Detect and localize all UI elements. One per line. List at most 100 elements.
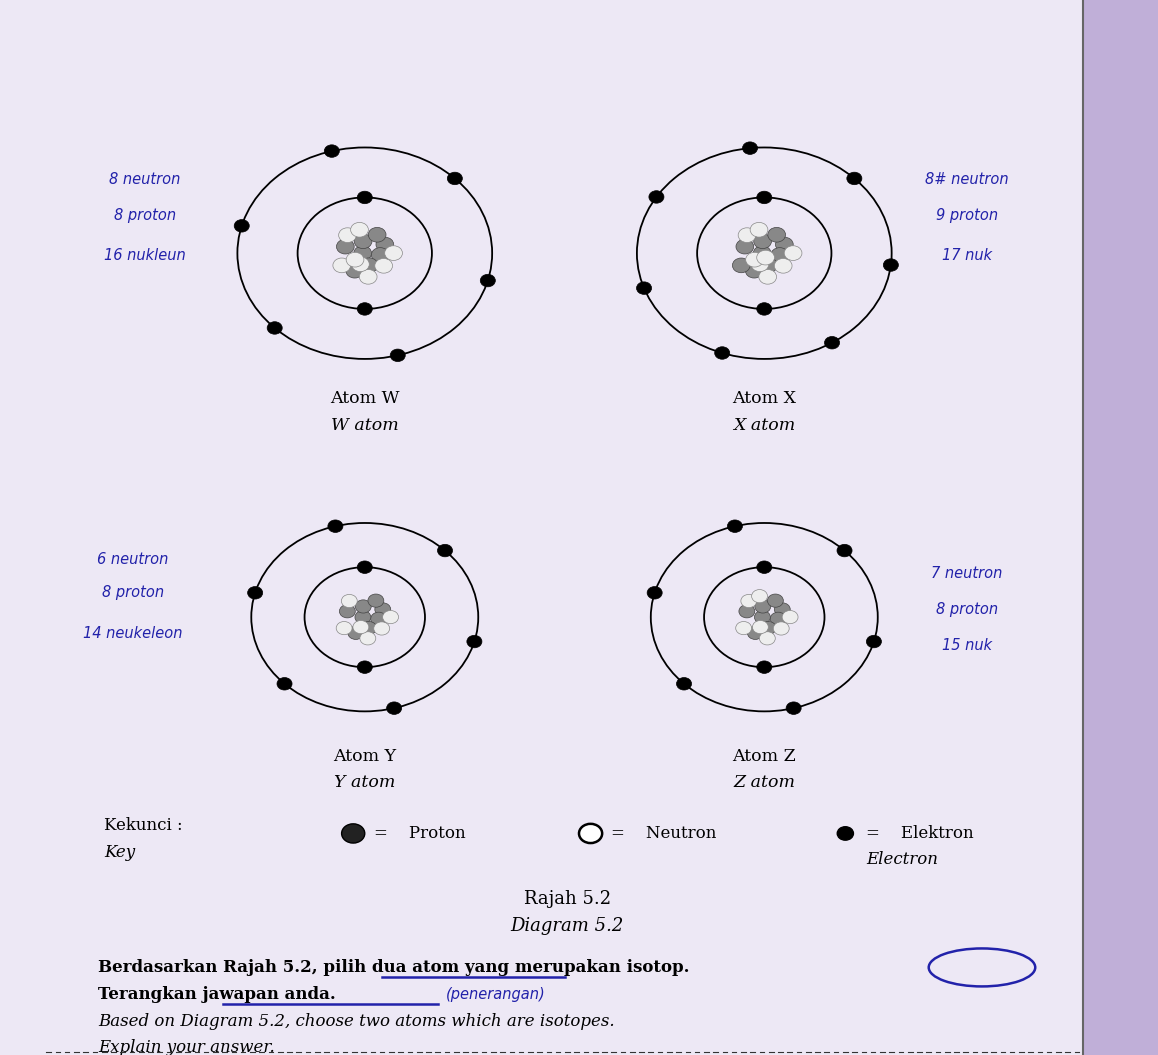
Ellipse shape [782,611,798,624]
Ellipse shape [354,234,372,249]
Text: 16 nukleun: 16 nukleun [104,248,185,263]
Ellipse shape [752,257,769,271]
Ellipse shape [353,620,368,634]
Ellipse shape [338,228,357,243]
Ellipse shape [387,702,402,714]
Ellipse shape [755,600,771,613]
Ellipse shape [747,627,763,639]
Ellipse shape [332,258,351,273]
Text: X atom: X atom [733,417,796,434]
Ellipse shape [336,621,352,635]
Ellipse shape [786,702,801,714]
Ellipse shape [371,612,387,626]
Ellipse shape [357,303,372,315]
Ellipse shape [727,520,742,533]
Text: =    Neutron: = Neutron [611,825,717,842]
Ellipse shape [447,172,462,185]
Text: 7 neutron: 7 neutron [931,567,1003,581]
Ellipse shape [374,621,389,635]
Text: Y atom: Y atom [334,774,396,791]
Text: Rajah 5.2: Rajah 5.2 [523,889,611,908]
Ellipse shape [741,594,757,608]
Ellipse shape [277,677,292,690]
Ellipse shape [756,250,775,265]
Text: Atom Z: Atom Z [733,748,796,765]
Ellipse shape [757,561,772,574]
Ellipse shape [760,632,776,645]
Ellipse shape [356,611,371,624]
Ellipse shape [328,520,343,533]
Ellipse shape [647,587,662,599]
Text: W atom: W atom [331,417,398,434]
Text: 8# neutron: 8# neutron [925,172,1009,187]
Ellipse shape [351,223,368,237]
Ellipse shape [324,145,339,157]
Text: 6 neutron: 6 neutron [97,552,169,567]
Text: 17 nuk: 17 nuk [941,248,992,263]
Text: Key: Key [104,844,135,861]
Text: 14 neukeleon: 14 neukeleon [83,626,183,640]
Ellipse shape [742,141,757,154]
FancyBboxPatch shape [1083,0,1158,1055]
Ellipse shape [467,635,482,648]
Ellipse shape [775,602,790,616]
Ellipse shape [746,264,763,279]
Ellipse shape [342,594,358,608]
Ellipse shape [357,191,372,204]
Ellipse shape [761,621,776,634]
Ellipse shape [390,349,405,362]
Ellipse shape [346,252,364,267]
Ellipse shape [770,612,786,626]
Ellipse shape [234,219,249,232]
Text: Atom Y: Atom Y [334,748,396,765]
Ellipse shape [248,587,263,599]
Ellipse shape [375,258,393,273]
Ellipse shape [361,621,376,634]
Text: 15 nuk: 15 nuk [941,638,992,653]
Ellipse shape [750,223,768,237]
Text: 8 proton: 8 proton [113,208,176,223]
Ellipse shape [359,269,378,284]
Ellipse shape [732,258,750,273]
Ellipse shape [771,248,789,263]
Ellipse shape [837,827,853,840]
Ellipse shape [738,228,756,243]
Ellipse shape [360,632,376,645]
Ellipse shape [824,337,840,349]
Ellipse shape [376,237,394,252]
Ellipse shape [267,322,283,334]
Ellipse shape [776,237,793,252]
Ellipse shape [752,590,768,602]
Ellipse shape [357,660,372,673]
Text: Z atom: Z atom [733,774,796,791]
Ellipse shape [837,544,852,557]
Text: Explain your answer.: Explain your answer. [98,1039,276,1055]
Ellipse shape [714,347,730,360]
Ellipse shape [339,605,356,618]
Ellipse shape [866,635,881,648]
Ellipse shape [758,269,777,284]
Ellipse shape [360,257,378,272]
Ellipse shape [757,660,772,673]
Text: Atom W: Atom W [330,390,400,407]
Text: 8 proton: 8 proton [936,602,998,617]
Ellipse shape [884,258,899,271]
Text: 9 proton: 9 proton [936,208,998,223]
Text: (penerangan): (penerangan) [446,987,545,1002]
Text: 8 neutron: 8 neutron [109,172,181,187]
Text: Atom X: Atom X [732,390,797,407]
Ellipse shape [746,252,763,267]
Ellipse shape [754,234,771,249]
Ellipse shape [637,282,652,294]
Ellipse shape [784,246,802,261]
Ellipse shape [579,824,602,843]
Ellipse shape [375,602,390,616]
Ellipse shape [368,594,383,608]
Ellipse shape [356,600,372,613]
Ellipse shape [739,605,755,618]
Ellipse shape [676,677,691,690]
Ellipse shape [368,228,386,242]
Ellipse shape [775,258,792,273]
Text: Terangkan jawapan anda.: Terangkan jawapan anda. [98,986,336,1003]
Ellipse shape [648,191,664,204]
